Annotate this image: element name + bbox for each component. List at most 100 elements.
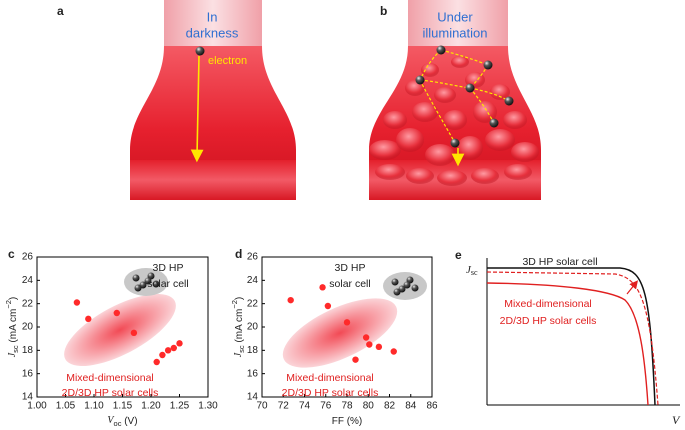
x-tick-label: 1.05 xyxy=(56,401,76,412)
point xyxy=(170,344,177,352)
label-part: oc xyxy=(114,419,122,428)
label-part: FF (%) xyxy=(332,416,363,427)
electron-ball xyxy=(504,96,514,106)
cluster-ball xyxy=(144,277,152,285)
point xyxy=(153,358,160,366)
point xyxy=(164,347,172,354)
bump xyxy=(434,87,456,103)
bump xyxy=(511,142,539,162)
panel-text: illumination xyxy=(422,25,487,40)
bump xyxy=(437,170,467,186)
point xyxy=(287,296,294,304)
y-tick-label: 22 xyxy=(22,298,34,309)
column xyxy=(164,0,262,46)
bump xyxy=(375,164,405,180)
y-tick-label: 16 xyxy=(247,368,259,379)
x-axis-label: FF (%) xyxy=(332,416,363,427)
annotation: 2D/3D HP solar cells xyxy=(62,387,159,399)
point xyxy=(73,299,81,306)
label-part: J xyxy=(233,352,244,357)
y-tick-label: 26 xyxy=(247,252,259,263)
x-tick-label: 84 xyxy=(405,401,417,412)
annotation: Mixed-dimensional xyxy=(286,372,374,384)
label-part: −2 xyxy=(230,300,239,309)
bump xyxy=(425,144,455,166)
curve-3d xyxy=(487,267,656,406)
label-part: V xyxy=(107,415,115,426)
band xyxy=(130,160,296,200)
arrow xyxy=(626,280,638,295)
bump xyxy=(443,110,467,130)
point xyxy=(319,284,326,291)
bump xyxy=(421,63,439,77)
point xyxy=(324,302,332,310)
electron-ball xyxy=(489,118,499,128)
annotation: 3D HP solar cell xyxy=(522,256,597,268)
electron-label: electron xyxy=(208,55,247,67)
x-tick-label: 78 xyxy=(341,401,353,412)
label-part: ) xyxy=(234,297,245,300)
x-label: V xyxy=(672,413,681,427)
annotation: Mixed-dimensional xyxy=(66,372,154,384)
cluster-ball xyxy=(152,280,160,288)
x-tick-label: 86 xyxy=(426,401,438,412)
y-tick-label: 22 xyxy=(247,298,259,309)
panel-label: b xyxy=(380,4,387,18)
y-tick-label: 20 xyxy=(22,322,34,333)
y-axis-label: Jsc (mA cm−2) xyxy=(4,297,20,358)
x-tick-label: 1.10 xyxy=(84,401,104,412)
highlight xyxy=(64,293,176,367)
panel-text: darkness xyxy=(186,25,239,40)
point xyxy=(130,329,138,337)
panel-label: a xyxy=(57,4,64,18)
cluster-ball xyxy=(393,288,401,296)
cluster-ball xyxy=(391,278,399,286)
label-part: sc xyxy=(237,345,246,353)
x-tick-label: 74 xyxy=(299,401,311,412)
annotation: solar cell xyxy=(147,278,188,290)
x-tick-label: 1.30 xyxy=(198,401,218,412)
y-tick-label: 24 xyxy=(22,275,34,286)
charts: c 1.00 1.05 1.10 1.15 1.20 1.25 1.30 14 16 18 20 22 2… xyxy=(4,247,438,428)
point xyxy=(343,319,351,326)
label-part: sc xyxy=(471,268,478,277)
highlight xyxy=(282,298,398,368)
label-part: (mA cm xyxy=(8,309,19,346)
curve-dashed xyxy=(486,271,659,406)
bump xyxy=(396,128,424,152)
column xyxy=(408,0,508,46)
point xyxy=(176,340,183,347)
annotation: 3D HP xyxy=(153,262,184,274)
point xyxy=(390,348,397,355)
annotation: 3D HP xyxy=(335,262,366,274)
panel-label: d xyxy=(235,247,242,261)
x-tick-label: 1.00 xyxy=(27,401,47,412)
panel-text: Under xyxy=(437,9,473,24)
point xyxy=(113,309,121,317)
electron-ball xyxy=(195,46,205,56)
bump xyxy=(490,84,510,100)
annotation: solar cell xyxy=(329,278,370,290)
y-tick-label: 18 xyxy=(247,345,259,356)
cluster-ball xyxy=(134,284,142,292)
x-tick-label: 1.15 xyxy=(113,401,133,412)
x-tick-label: 76 xyxy=(320,401,332,412)
annotation: 2D/3D HP solar cells xyxy=(500,315,597,327)
bump xyxy=(457,136,483,160)
bump xyxy=(471,168,499,184)
label-part: −2 xyxy=(4,300,13,309)
bump xyxy=(383,111,407,129)
cluster-ball xyxy=(411,284,419,292)
panel-label: e xyxy=(455,248,462,262)
bump xyxy=(406,168,434,184)
label-part: (mA cm xyxy=(234,309,245,346)
x-tick-label: 70 xyxy=(256,401,268,412)
point xyxy=(366,341,373,348)
electron-ball xyxy=(436,45,446,55)
y-tick-label: 16 xyxy=(22,368,34,379)
x-tick-label: 82 xyxy=(384,401,396,412)
point xyxy=(159,351,166,359)
bump xyxy=(503,111,527,129)
y-tick-label: 14 xyxy=(247,392,259,403)
